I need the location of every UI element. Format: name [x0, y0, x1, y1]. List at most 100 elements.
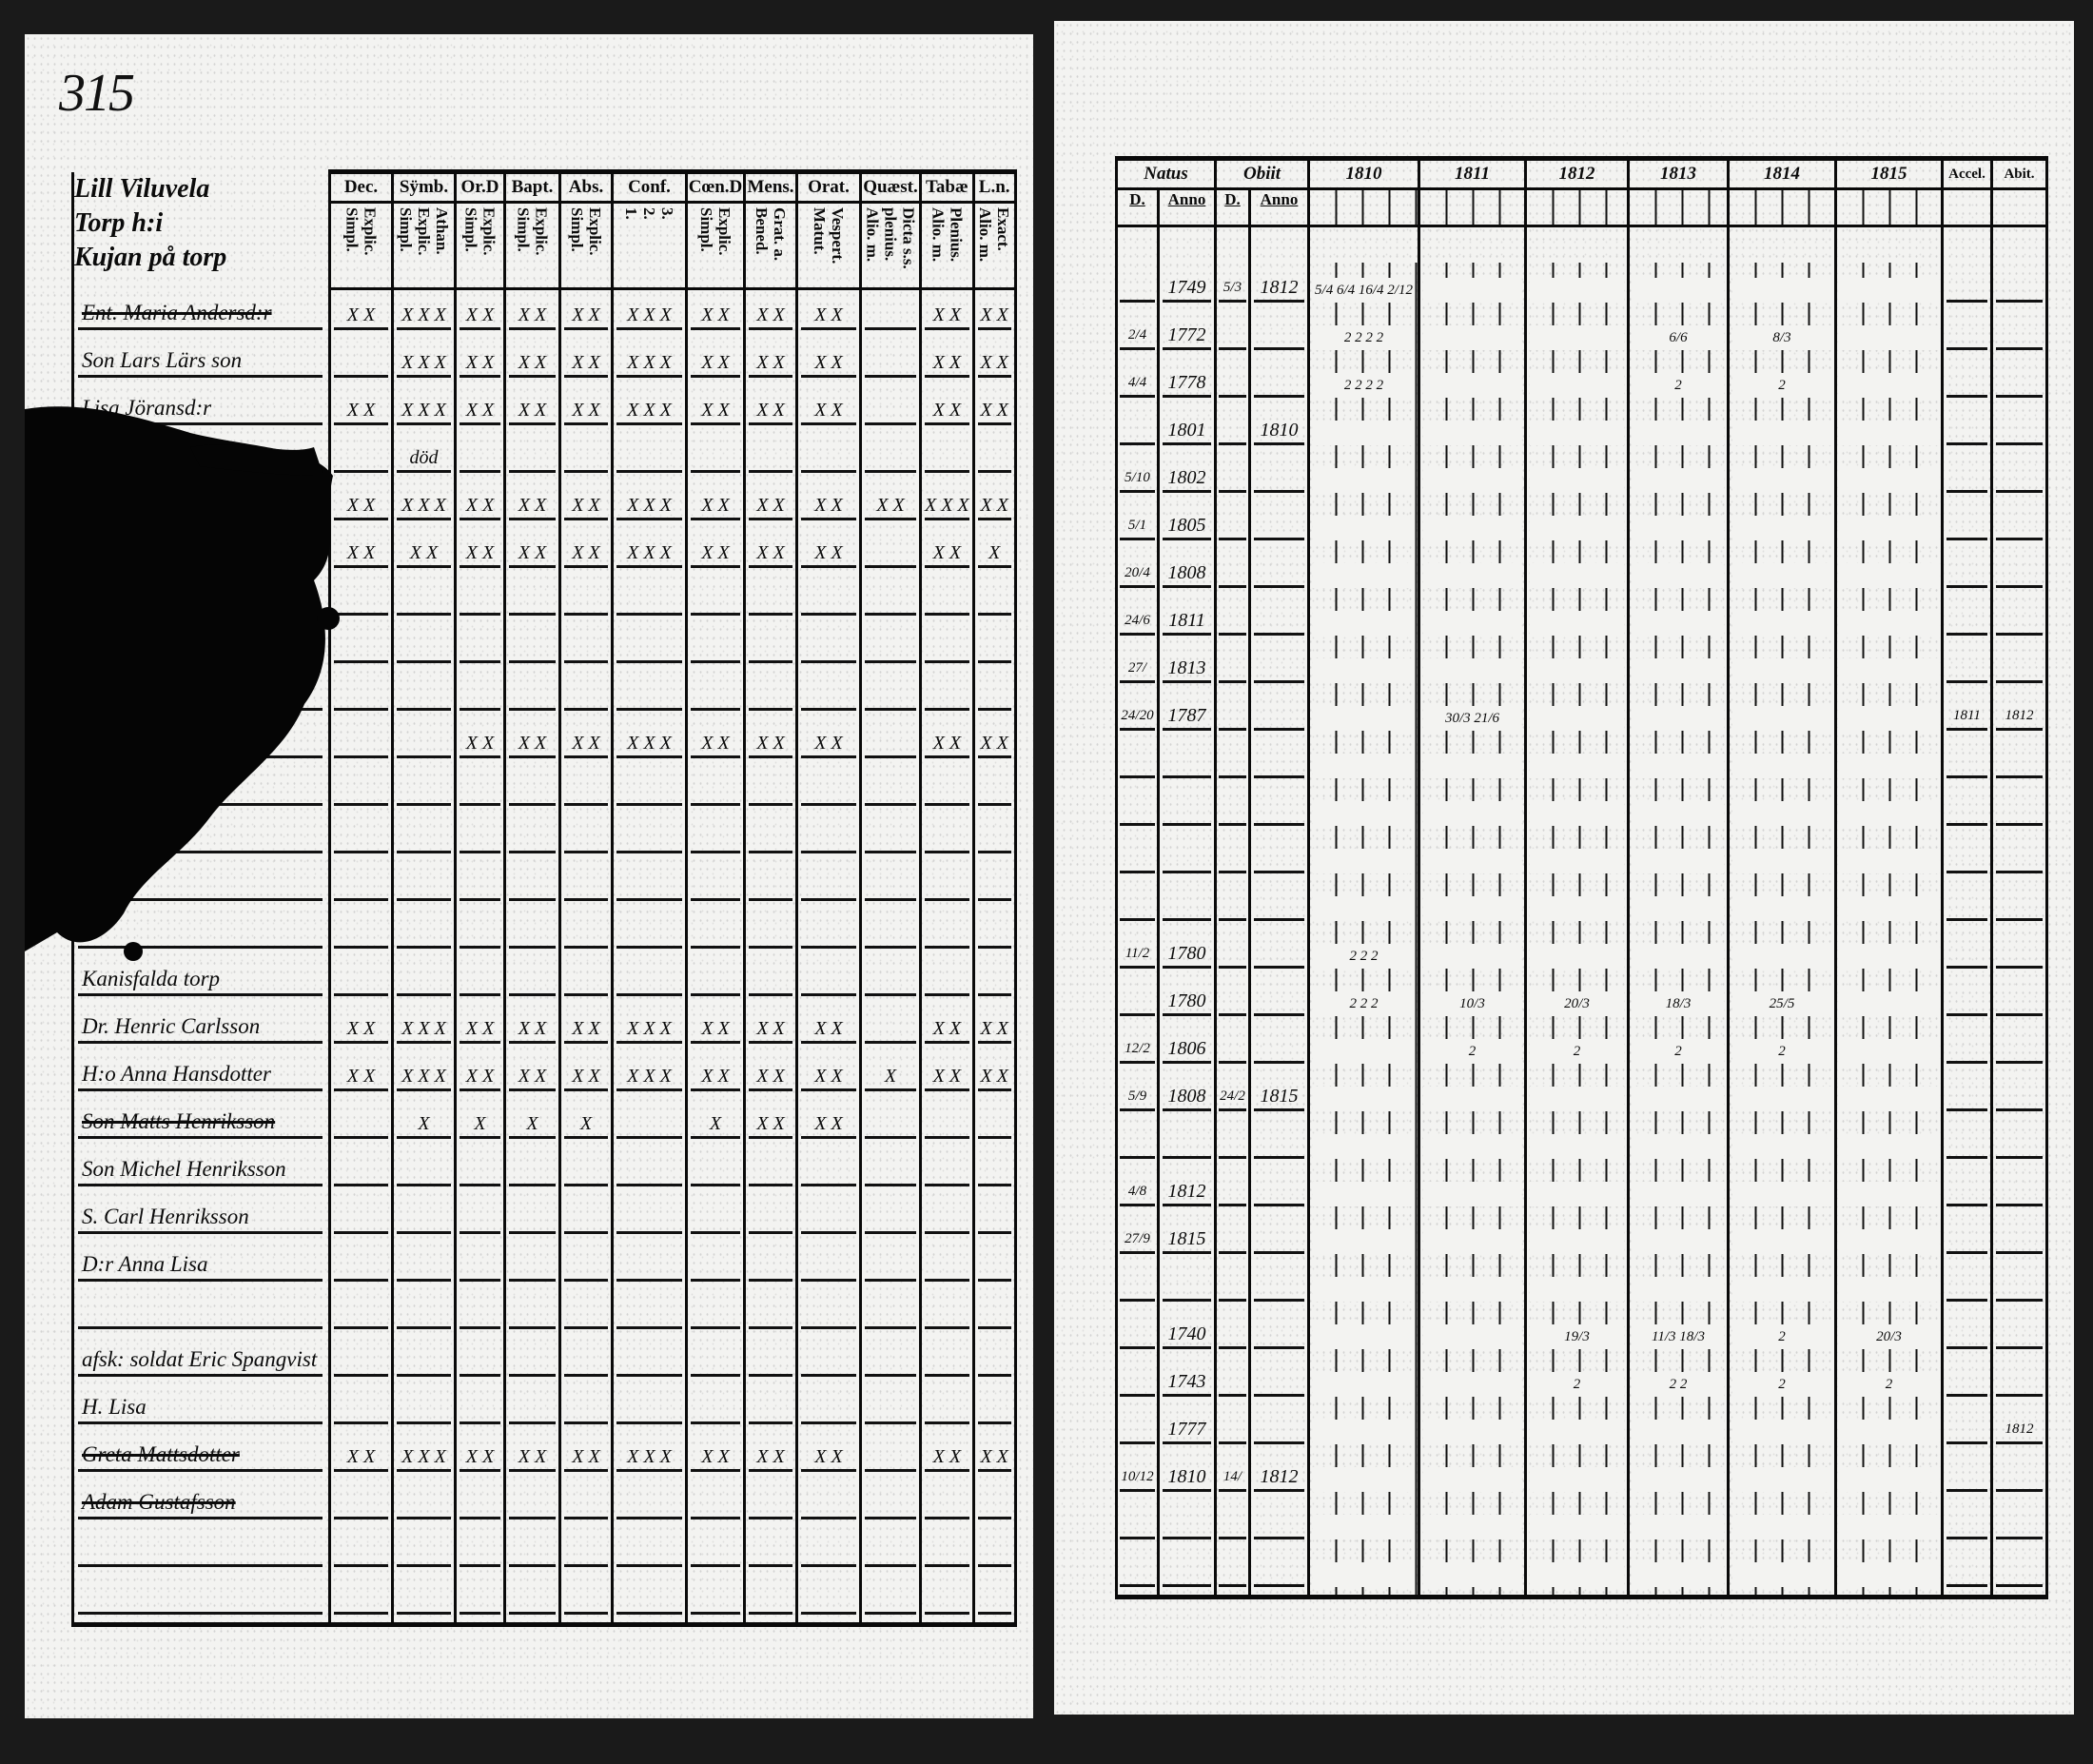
table-row: 4/8 1812	[1115, 1166, 2048, 1214]
table-row: Kanisfalda torp	[71, 956, 1017, 1004]
examination-mark: X X	[749, 731, 792, 758]
subcolumn-header	[1418, 188, 1527, 227]
death-day	[1219, 370, 1246, 398]
communion-mark	[1633, 563, 1724, 588]
examination-mark	[509, 1159, 556, 1186]
column-header: Quæst.	[859, 169, 922, 204]
communion-mark	[1633, 1562, 1724, 1587]
examination-mark	[801, 636, 856, 663]
column-header: Bapt.	[503, 169, 561, 204]
communion-mark	[1840, 373, 1938, 398]
accel-year	[1946, 323, 1987, 350]
table-row	[1115, 786, 2048, 833]
examination-mark	[925, 1254, 969, 1282]
abit-header: Abit.	[1990, 156, 2048, 190]
examination-mark	[977, 921, 1011, 949]
communion-mark: 2	[1633, 373, 1724, 398]
examination-mark: X X	[564, 350, 608, 378]
examination-mark	[801, 969, 856, 996]
examination-mark: X X	[460, 540, 500, 568]
examination-mark	[564, 826, 608, 853]
column-header: Sÿmb.	[391, 169, 457, 204]
examination-mark	[749, 1206, 792, 1234]
examination-mark: X X	[564, 540, 608, 568]
examination-mark	[691, 1302, 740, 1329]
examination-mark	[564, 588, 608, 616]
subheader-line: 1.	[622, 207, 640, 220]
table-row	[1115, 738, 2048, 786]
examination-mark	[397, 1587, 451, 1615]
examination-mark: X X	[334, 1444, 388, 1472]
examination-mark	[691, 826, 740, 853]
birth-year: 1813	[1163, 656, 1211, 683]
communion-mark	[1530, 611, 1624, 636]
natus-header: Natus	[1115, 156, 1217, 190]
examination-mark	[509, 1302, 556, 1329]
examination-mark: X X	[977, 1444, 1011, 1472]
communion-mark	[1423, 849, 1521, 873]
subheader-line: Athan.	[433, 207, 451, 255]
examination-mark	[397, 1254, 451, 1282]
birth-year	[1163, 1131, 1211, 1159]
death-day	[1219, 1131, 1246, 1159]
examination-mark	[460, 921, 500, 949]
communion-mark	[1313, 1277, 1415, 1302]
communion-mark	[1530, 801, 1624, 826]
abit-year	[1996, 1464, 2043, 1492]
accel-year	[1946, 656, 1987, 683]
examination-mark: X X	[749, 493, 792, 520]
death-year	[1254, 1179, 1304, 1206]
communion-mark: 2	[1732, 373, 1831, 398]
accel-year	[1946, 465, 1987, 493]
death-year	[1254, 1559, 1304, 1587]
communion-mark	[1633, 421, 1724, 445]
birth-year: 1777	[1163, 1417, 1211, 1444]
table-row: Greta Mattsdotter X X X X X X X X X X X X X X X…	[71, 1432, 1017, 1480]
examination-mark	[691, 1492, 740, 1519]
communion-mark	[1423, 896, 1521, 921]
corner-heading-line: Torp h:i	[74, 207, 164, 238]
examination-mark	[749, 778, 792, 806]
examination-mark: X X	[977, 493, 1011, 520]
examination-mark	[616, 921, 682, 949]
examination-mark	[334, 350, 388, 378]
examination-mark	[564, 1539, 608, 1567]
examination-mark	[977, 1302, 1011, 1329]
death-day	[1219, 1274, 1246, 1302]
examination-mark	[925, 636, 969, 663]
examination-mark	[749, 969, 792, 996]
examination-mark	[865, 1111, 916, 1139]
birth-year: 1810	[1163, 1464, 1211, 1492]
communion-mark	[1840, 849, 1938, 873]
examination-mark: X X	[749, 303, 792, 330]
birth-day	[1120, 751, 1155, 778]
examination-mark	[397, 731, 451, 758]
examination-mark	[749, 445, 792, 473]
accel-year	[1946, 560, 1987, 588]
examination-mark	[334, 683, 388, 711]
birth-year: 1772	[1163, 323, 1211, 350]
birth-day: 10/12	[1120, 1464, 1155, 1492]
death-day	[1219, 1179, 1246, 1206]
communion-mark	[1732, 801, 1831, 826]
birth-day	[1120, 418, 1155, 445]
examination-mark	[564, 1159, 608, 1186]
death-year	[1254, 1322, 1304, 1349]
examination-mark	[691, 969, 740, 996]
examination-mark: X X	[977, 350, 1011, 378]
communion-mark	[1633, 1277, 1724, 1302]
examination-mark: X X	[460, 350, 500, 378]
communion-mark	[1423, 801, 1521, 826]
examination-mark	[691, 1206, 740, 1234]
table-row	[71, 1527, 1017, 1575]
communion-mark	[1423, 1372, 1521, 1397]
examination-mark: X X	[334, 303, 388, 330]
examination-mark: X X	[564, 1064, 608, 1091]
subheader-line: Vespert.	[829, 207, 847, 265]
subheader-line: 2.	[640, 207, 658, 220]
examination-mark	[564, 1397, 608, 1424]
subheader-line: Simpl.	[697, 207, 715, 252]
column-subheader: Exact. Alio. m.	[971, 202, 1017, 290]
